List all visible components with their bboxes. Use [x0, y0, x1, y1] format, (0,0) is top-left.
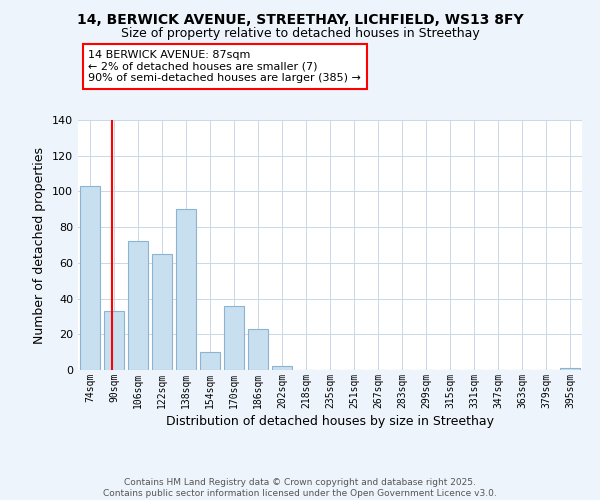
Bar: [224, 306, 244, 370]
Bar: [128, 242, 148, 370]
Text: 14, BERWICK AVENUE, STREETHAY, LICHFIELD, WS13 8FY: 14, BERWICK AVENUE, STREETHAY, LICHFIELD…: [77, 12, 523, 26]
Text: Size of property relative to detached houses in Streethay: Size of property relative to detached ho…: [121, 28, 479, 40]
Bar: [248, 329, 268, 370]
Bar: [80, 186, 100, 370]
Bar: [200, 352, 220, 370]
Bar: [272, 366, 292, 370]
X-axis label: Distribution of detached houses by size in Streethay: Distribution of detached houses by size …: [166, 415, 494, 428]
Bar: [560, 368, 580, 370]
Bar: [152, 254, 172, 370]
Bar: [176, 210, 196, 370]
Text: 14 BERWICK AVENUE: 87sqm
← 2% of detached houses are smaller (7)
90% of semi-det: 14 BERWICK AVENUE: 87sqm ← 2% of detache…: [88, 50, 361, 83]
Text: Contains HM Land Registry data © Crown copyright and database right 2025.
Contai: Contains HM Land Registry data © Crown c…: [103, 478, 497, 498]
Y-axis label: Number of detached properties: Number of detached properties: [34, 146, 46, 344]
Bar: [104, 311, 124, 370]
